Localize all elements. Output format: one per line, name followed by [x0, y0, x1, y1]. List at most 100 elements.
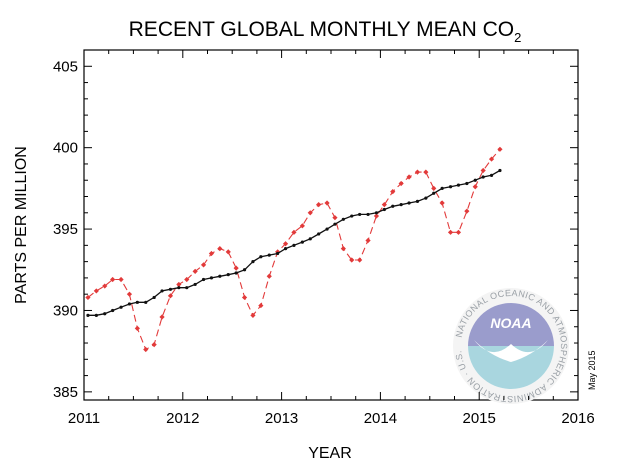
trend-point: [218, 274, 222, 278]
monthly-mean-point: [472, 184, 478, 190]
y-axis-label: PARTS PER MILLION: [13, 146, 30, 304]
monthly-mean-point: [480, 167, 486, 174]
trend-point: [251, 260, 255, 264]
monthly-mean-line: [87, 148, 501, 351]
x-tick-label: 2016: [561, 410, 594, 427]
monthly-mean-point: [324, 200, 330, 206]
monthly-mean-point: [439, 200, 445, 206]
monthly-mean-point: [225, 249, 231, 255]
trend-point: [152, 295, 156, 300]
trend-point: [317, 232, 321, 236]
monthly-mean-point: [241, 294, 248, 301]
trend-point: [111, 308, 115, 313]
monthly-mean-point: [332, 215, 338, 221]
trend-point: [144, 300, 148, 304]
monthly-mean-point: [455, 229, 462, 235]
monthly-mean-point: [184, 276, 190, 283]
trend-point: [168, 287, 173, 291]
title-subscript: 2: [514, 30, 521, 45]
trend-point: [489, 173, 494, 177]
monthly-mean-point: [159, 314, 165, 320]
trend-point: [276, 251, 280, 256]
monthly-mean-point: [110, 276, 116, 283]
monthly-mean-point: [488, 156, 495, 162]
trend-point: [424, 196, 428, 200]
monthly-mean-point: [151, 342, 157, 348]
trend-point: [374, 211, 379, 215]
monthly-mean-point: [134, 325, 140, 331]
trend-point: [308, 237, 312, 241]
y-tick-label: 390: [53, 302, 78, 319]
monthly-mean-point: [365, 237, 371, 244]
logo-sea: [468, 346, 554, 389]
monthly-mean-point: [307, 210, 313, 216]
monthly-mean-point: [258, 302, 264, 309]
trend-point: [456, 183, 461, 187]
trend-point: [300, 240, 304, 244]
axis-ticks: 2011 2012 2013 2014 2015 2016 385 390 395 400 405: [53, 49, 595, 427]
trend-point: [473, 178, 477, 182]
monthly-mean-point: [398, 180, 404, 187]
monthly-mean-point: [118, 276, 124, 283]
monthly-mean-point: [464, 208, 470, 214]
trend-point: [440, 186, 444, 190]
monthly-mean-point: [266, 273, 272, 279]
monthly-mean-point: [390, 189, 396, 195]
monthly-mean-point: [93, 288, 99, 294]
trend-point: [415, 199, 420, 203]
monthly-mean-point: [233, 265, 239, 271]
trend-point: [498, 168, 502, 173]
monthly-mean-point: [200, 262, 207, 268]
monthly-mean-point: [167, 293, 174, 299]
logo-text: NOAA: [490, 315, 531, 331]
monthly-mean-point: [381, 202, 387, 208]
trend-point: [119, 305, 123, 309]
trend-point: [201, 277, 206, 282]
monthly-mean-point: [85, 294, 91, 301]
trend-point: [350, 214, 354, 218]
trend-point: [226, 273, 230, 277]
trend-line: [88, 169, 501, 316]
trend-point: [448, 185, 453, 189]
monthly-mean-point: [357, 257, 363, 263]
monthly-mean-point: [423, 169, 429, 175]
monthly-mean-point: [431, 185, 437, 191]
y-tick-label: 385: [53, 384, 78, 401]
trend-point: [209, 276, 214, 280]
x-tick-label: 2011: [68, 410, 100, 427]
monthly-mean-point: [414, 169, 421, 175]
monthly-mean-point: [291, 229, 297, 235]
trend-point: [358, 212, 362, 217]
trend-point: [160, 289, 164, 293]
trend-point: [259, 255, 263, 259]
monthly-mean-point: [316, 202, 322, 208]
monthly-mean-point: [282, 241, 289, 247]
monthly-mean-point: [102, 283, 108, 289]
trend-point: [234, 271, 238, 275]
trend-point: [135, 300, 139, 304]
data-series: [85, 146, 503, 353]
trend-point: [242, 268, 247, 272]
y-tick-label: 400: [53, 140, 78, 157]
trend-point: [382, 207, 386, 212]
logo-sky: [468, 303, 554, 346]
monthly-mean-point: [447, 229, 454, 235]
monthly-mean-point: [143, 346, 149, 353]
trend-point: [103, 312, 107, 316]
x-axis-label: YEAR: [308, 445, 352, 462]
monthly-mean-point: [126, 291, 133, 297]
trend-point: [86, 313, 90, 317]
monthly-mean-point: [192, 268, 198, 274]
trend-point: [481, 175, 485, 179]
trend-point: [391, 204, 395, 208]
x-tick-label: 2012: [166, 410, 199, 427]
monthly-mean-point: [497, 146, 503, 152]
x-tick-label: 2015: [463, 410, 496, 427]
monthly-mean-point: [373, 213, 380, 219]
date-annotation: May 2015: [587, 350, 597, 390]
trend-point: [292, 243, 296, 247]
trend-point: [341, 217, 345, 221]
trend-point: [407, 201, 411, 205]
logo-bird: [474, 340, 548, 362]
